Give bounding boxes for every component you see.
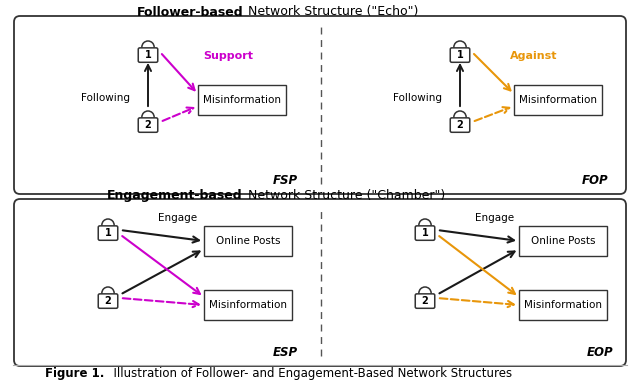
Text: Against: Against bbox=[510, 51, 557, 61]
Bar bbox=[519, 290, 607, 320]
Text: EOP: EOP bbox=[587, 346, 613, 359]
Circle shape bbox=[454, 41, 466, 53]
Text: Follower-based: Follower-based bbox=[136, 5, 243, 19]
Text: Online Posts: Online Posts bbox=[531, 236, 595, 246]
Text: Engagement-based: Engagement-based bbox=[108, 189, 243, 202]
Bar bbox=[514, 85, 602, 115]
Text: Misinformation: Misinformation bbox=[203, 95, 281, 105]
Text: Misinformation: Misinformation bbox=[209, 300, 287, 310]
Text: FOP: FOP bbox=[582, 173, 608, 187]
Text: Following: Following bbox=[81, 93, 129, 103]
Text: Online Posts: Online Posts bbox=[216, 236, 280, 246]
Text: ESP: ESP bbox=[273, 346, 298, 359]
Circle shape bbox=[454, 111, 466, 123]
Text: Engage: Engage bbox=[159, 213, 198, 223]
FancyBboxPatch shape bbox=[451, 48, 470, 62]
Circle shape bbox=[142, 111, 154, 123]
FancyBboxPatch shape bbox=[451, 118, 470, 132]
FancyBboxPatch shape bbox=[138, 118, 157, 132]
Bar bbox=[198, 85, 286, 115]
Text: 1: 1 bbox=[104, 227, 111, 238]
Text: Engage: Engage bbox=[476, 213, 515, 223]
Text: 2: 2 bbox=[422, 296, 428, 306]
Text: Misinformation: Misinformation bbox=[524, 300, 602, 310]
Text: Figure 1.: Figure 1. bbox=[45, 367, 104, 379]
Bar bbox=[204, 226, 292, 256]
FancyBboxPatch shape bbox=[138, 48, 157, 62]
Circle shape bbox=[419, 219, 431, 231]
Bar bbox=[204, 290, 292, 320]
Text: 1: 1 bbox=[422, 227, 428, 238]
Circle shape bbox=[419, 287, 431, 299]
Text: Illustration of Follower- and Engagement-Based Network Structures: Illustration of Follower- and Engagement… bbox=[106, 367, 512, 379]
Circle shape bbox=[102, 287, 114, 299]
Text: 2: 2 bbox=[456, 120, 463, 130]
FancyBboxPatch shape bbox=[99, 294, 118, 308]
Text: Following: Following bbox=[394, 93, 442, 103]
Text: 2: 2 bbox=[145, 120, 152, 130]
Text: 2: 2 bbox=[104, 296, 111, 306]
Text: 1: 1 bbox=[145, 50, 152, 60]
Circle shape bbox=[102, 219, 114, 231]
Text: Network Structure ("Chamber"): Network Structure ("Chamber") bbox=[244, 189, 445, 202]
Text: Support: Support bbox=[203, 51, 253, 61]
Text: FSP: FSP bbox=[273, 173, 298, 187]
FancyBboxPatch shape bbox=[14, 199, 626, 366]
Bar bbox=[519, 226, 607, 256]
Circle shape bbox=[142, 41, 154, 53]
FancyBboxPatch shape bbox=[415, 226, 435, 240]
Text: Misinformation: Misinformation bbox=[519, 95, 597, 105]
Text: Network Structure ("Echo"): Network Structure ("Echo") bbox=[244, 5, 419, 19]
FancyBboxPatch shape bbox=[415, 294, 435, 308]
Text: 1: 1 bbox=[456, 50, 463, 60]
FancyBboxPatch shape bbox=[99, 226, 118, 240]
FancyBboxPatch shape bbox=[14, 16, 626, 194]
